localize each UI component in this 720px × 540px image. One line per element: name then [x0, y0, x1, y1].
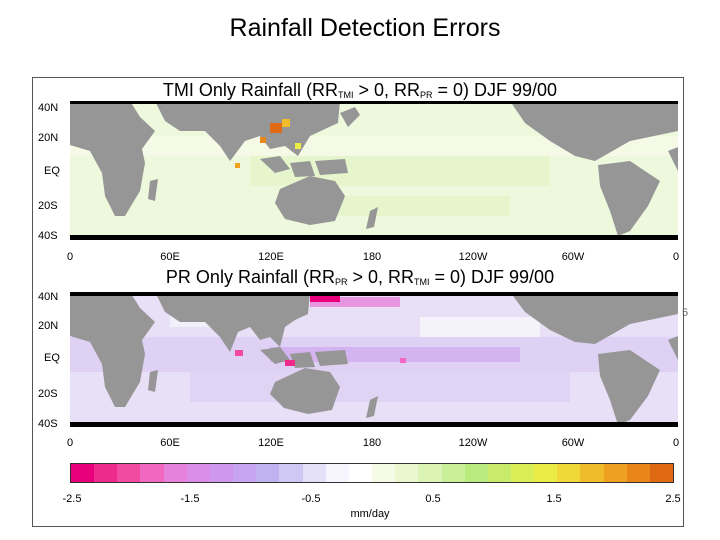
colorbar-segment — [372, 464, 396, 482]
top-title-sub2: PR — [419, 90, 433, 100]
edge-mark: 5 — [682, 307, 689, 319]
bottom-lon-0: 0 — [66, 437, 74, 449]
bottom-africa — [70, 292, 155, 407]
top-map — [70, 101, 678, 240]
top-lon-120e: 120E — [258, 251, 284, 263]
bottom-south-america — [598, 350, 660, 425]
colorbar-tick-neg1-5: -1.5 — [180, 493, 200, 505]
colorbar-segment — [117, 464, 141, 482]
top-lon-0-end: 0 — [672, 251, 680, 263]
top-lat-eq: EQ — [44, 165, 60, 177]
slide-title: Rainfall Detection Errors — [229, 14, 501, 42]
top-title-mid: > 0, RR — [353, 80, 420, 100]
bottom-lat-20s: 20S — [38, 388, 58, 400]
bottom-title-mid: > 0, RR — [347, 267, 415, 287]
bottom-title-sub1: PR — [334, 277, 348, 287]
colorbar-segment — [649, 464, 674, 482]
colorbar-segment — [557, 464, 581, 482]
colorbar-segment — [603, 464, 627, 482]
top-australia — [275, 176, 345, 225]
bottom-title-sub2: TMI — [414, 277, 430, 287]
bottom-lon-60w: 60W — [561, 437, 585, 449]
top-lon-120w: 120W — [458, 251, 488, 263]
colorbar-segment — [94, 464, 118, 482]
top-lon-0: 0 — [66, 251, 74, 263]
top-lat-40n: 40N — [38, 102, 59, 114]
colorbar-segment — [325, 464, 349, 482]
colorbar-segment — [140, 464, 164, 482]
top-lon-60w: 60W — [561, 251, 585, 263]
top-title-end: = 0) DJF 99/00 — [432, 80, 558, 100]
colorbar-segment — [348, 464, 373, 482]
colorbar-segment — [534, 464, 558, 482]
colorbar-segment — [163, 464, 187, 482]
colorbar-segment — [302, 464, 326, 482]
bottom-title-main: PR Only Rainfall (RR — [165, 267, 335, 287]
top-eurasia — [155, 101, 340, 161]
bottom-lon-180: 180 — [362, 437, 382, 449]
bottom-lon-120w: 120W — [458, 437, 488, 449]
colorbar-segment — [418, 464, 442, 482]
bottom-map — [70, 292, 678, 427]
bottom-title-end: = 0) DJF 99/00 — [429, 267, 555, 287]
colorbar-segment — [580, 464, 604, 482]
top-panel-title: TMI Only Rainfall (RRTMI > 0, RRPR = 0) … — [0, 80, 720, 103]
bottom-panel-title: PR Only Rainfall (RRPR > 0, RRTMI = 0) D… — [0, 267, 720, 290]
bottom-eurasia — [155, 292, 310, 352]
bottom-lon-60e: 60E — [160, 437, 180, 449]
colorbar-tick-neg2-5: -2.5 — [62, 493, 82, 505]
top-lon-60e: 60E — [160, 251, 180, 263]
colorbar-segment — [395, 464, 419, 482]
bottom-lon-0-end: 0 — [672, 437, 680, 449]
colorbar — [70, 463, 674, 483]
colorbar-tick-0-5: 0.5 — [425, 493, 441, 505]
top-africa — [70, 101, 155, 216]
top-lon-180: 180 — [362, 251, 382, 263]
colorbar-tick-neg0-5: -0.5 — [301, 493, 321, 505]
bottom-australia — [270, 368, 340, 414]
colorbar-segment — [441, 464, 465, 482]
top-south-america — [598, 161, 660, 236]
top-title-main: TMI Only Rainfall (RR — [162, 80, 338, 100]
colorbar-segment — [256, 464, 280, 482]
colorbar-segment — [209, 464, 234, 482]
top-lat-20n: 20N — [38, 132, 59, 144]
bottom-lat-eq: EQ — [44, 352, 60, 364]
bottom-lat-40s: 40S — [38, 418, 58, 430]
top-north-america — [510, 101, 678, 161]
top-title-sub1: TMI — [337, 90, 354, 100]
colorbar-segment — [487, 464, 511, 482]
top-lat-20s: 20S — [38, 200, 58, 212]
top-lat-40s: 40S — [38, 230, 58, 242]
colorbar-tick-1-5: 1.5 — [546, 493, 562, 505]
colorbar-segment — [233, 464, 257, 482]
colorbar-segment — [510, 464, 535, 482]
bottom-north-america — [510, 292, 678, 344]
colorbar-segment — [186, 464, 210, 482]
colorbar-segment — [464, 464, 488, 482]
colorbar-segment — [279, 464, 303, 482]
colorbar-segment — [626, 464, 650, 482]
bottom-lat-40n: 40N — [38, 291, 59, 303]
colorbar-unit: mm/day — [350, 508, 390, 520]
bottom-lon-120e: 120E — [258, 437, 284, 449]
colorbar-tick-2-5: 2.5 — [665, 493, 681, 505]
bottom-lat-20n: 20N — [38, 320, 59, 332]
colorbar-segment — [71, 464, 95, 482]
